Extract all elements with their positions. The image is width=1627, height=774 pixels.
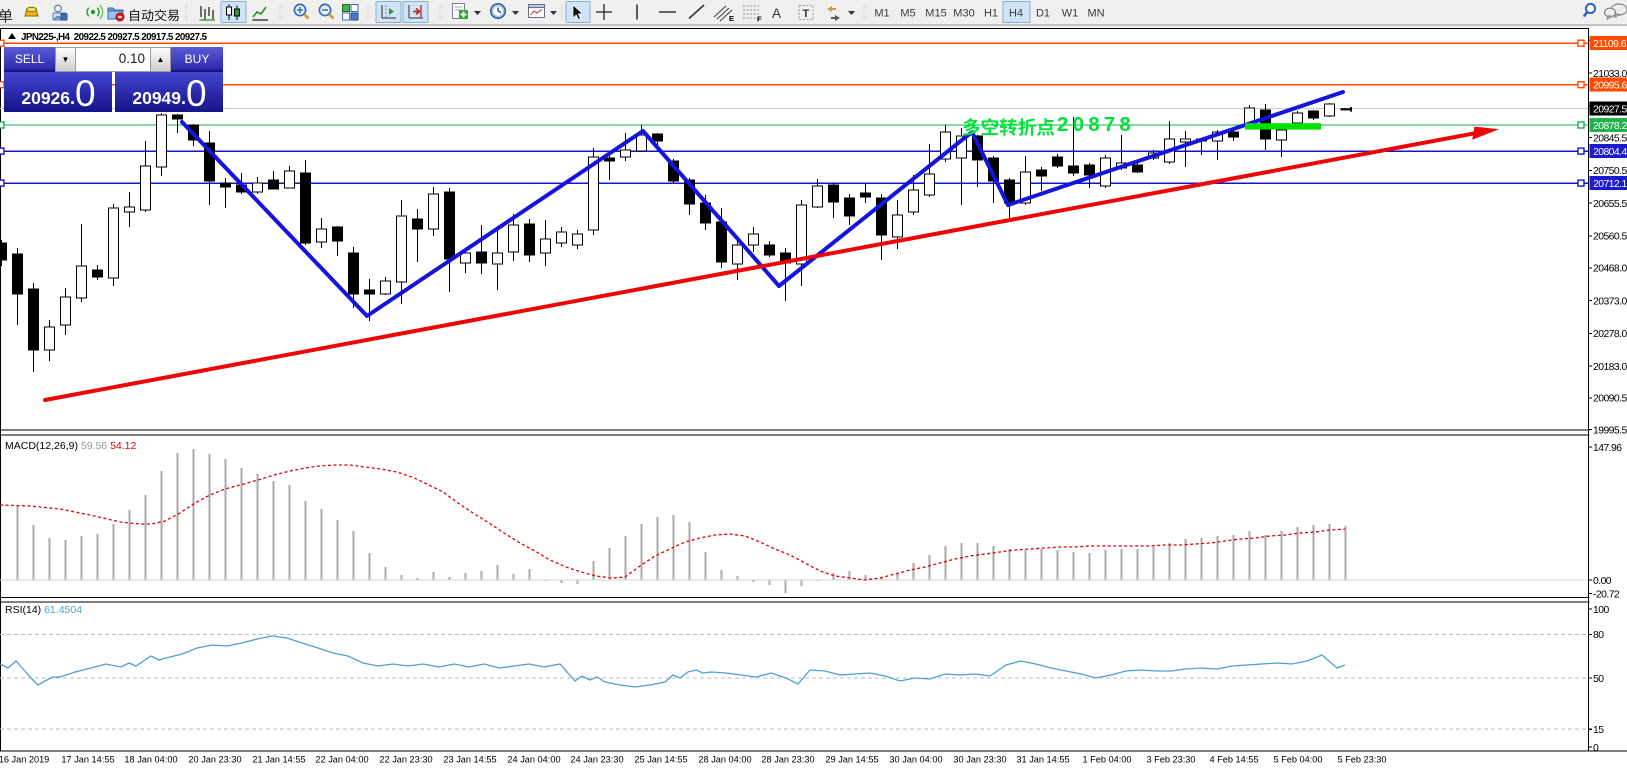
svg-text:17 Jan 14:55: 17 Jan 14:55 [61,755,114,765]
svg-text:-20.72: -20.72 [1593,589,1620,600]
svg-text:RSI(14) 61.4504: RSI(14) 61.4504 [5,604,82,616]
svg-text:20468.0: 20468.0 [1593,264,1627,275]
svg-text:20560.5: 20560.5 [1593,232,1627,243]
svg-text:20090.5: 20090.5 [1593,394,1627,405]
svg-text:E: E [729,14,734,23]
svg-text:F: F [757,15,762,24]
svg-text:21 Jan 14:55: 21 Jan 14:55 [252,755,305,765]
svg-text:D1: D1 [1036,8,1050,20]
svg-text:29 Jan 14:55: 29 Jan 14:55 [825,755,878,765]
svg-text:20750.5: 20750.5 [1593,166,1627,177]
svg-text:M1: M1 [874,8,889,20]
svg-text:4 Feb 14:55: 4 Feb 14:55 [1209,755,1258,765]
svg-text:20995.6: 20995.6 [1593,80,1627,91]
svg-text:T: T [803,8,810,20]
svg-text:20 Jan 23:30: 20 Jan 23:30 [188,755,241,765]
svg-text:20878.2: 20878.2 [1593,121,1627,132]
svg-text:50: 50 [1593,674,1604,685]
svg-text:5 Feb 04:00: 5 Feb 04:00 [1273,755,1322,765]
svg-text:19995.5: 19995.5 [1593,425,1627,436]
svg-text:21033.0: 21033.0 [1593,69,1627,80]
svg-text:20878: 20878 [1057,113,1135,136]
svg-text:MACD(12,26,9) 59.56 54.12: MACD(12,26,9) 59.56 54.12 [5,440,136,452]
svg-text:JPN225-,H4 20922.5 20927.5 20: JPN225-,H4 20922.5 20927.5 20917.5 20927… [21,32,208,43]
svg-text:M30: M30 [953,8,974,20]
svg-text:W1: W1 [1062,8,1079,20]
svg-text:24 Jan 04:00: 24 Jan 04:00 [507,755,560,765]
svg-text:22 Jan 04:00: 22 Jan 04:00 [315,755,368,765]
svg-text:A: A [772,6,781,21]
svg-text:20927.5: 20927.5 [1593,104,1627,115]
svg-text:15: 15 [1593,725,1604,736]
svg-text:5 Feb 23:30: 5 Feb 23:30 [1337,755,1386,765]
svg-text:20712.1: 20712.1 [1593,179,1627,190]
svg-text:25 Jan 14:55: 25 Jan 14:55 [634,755,687,765]
svg-text:MN: MN [1087,8,1104,20]
svg-text:18 Jan 04:00: 18 Jan 04:00 [124,755,177,765]
svg-text:20845.5: 20845.5 [1593,133,1627,144]
svg-text:80: 80 [1593,630,1604,641]
svg-text:0.00: 0.00 [1593,576,1612,587]
svg-text:16 Jan 2019: 16 Jan 2019 [0,755,49,765]
svg-text:28 Jan 23:30: 28 Jan 23:30 [761,755,814,765]
svg-text:1 Feb 04:00: 1 Feb 04:00 [1082,755,1131,765]
svg-text:31 Jan 14:55: 31 Jan 14:55 [1016,755,1069,765]
svg-text:0: 0 [1593,743,1599,754]
svg-text:20655.5: 20655.5 [1593,199,1627,210]
svg-text:24 Jan 23:30: 24 Jan 23:30 [570,755,623,765]
svg-text:3 Feb 23:30: 3 Feb 23:30 [1146,755,1195,765]
svg-text:20373.0: 20373.0 [1593,296,1627,307]
svg-text:20804.4: 20804.4 [1593,147,1627,158]
svg-text:147.96: 147.96 [1593,443,1622,454]
svg-text:20278.0: 20278.0 [1593,329,1627,340]
svg-text:20183.0: 20183.0 [1593,362,1627,373]
svg-text:22 Jan 23:30: 22 Jan 23:30 [379,755,432,765]
svg-text:30 Jan 23:30: 30 Jan 23:30 [953,755,1006,765]
svg-text:H4: H4 [1009,8,1023,20]
svg-text:28 Jan 04:00: 28 Jan 04:00 [698,755,751,765]
svg-text:23 Jan 14:55: 23 Jan 14:55 [443,755,496,765]
svg-text:M15: M15 [925,8,946,20]
svg-text:100: 100 [1593,605,1609,616]
svg-text:21109.6: 21109.6 [1593,39,1627,50]
svg-text:30 Jan 04:00: 30 Jan 04:00 [889,755,942,765]
svg-text:M5: M5 [900,8,915,20]
svg-text:H1: H1 [984,8,998,20]
